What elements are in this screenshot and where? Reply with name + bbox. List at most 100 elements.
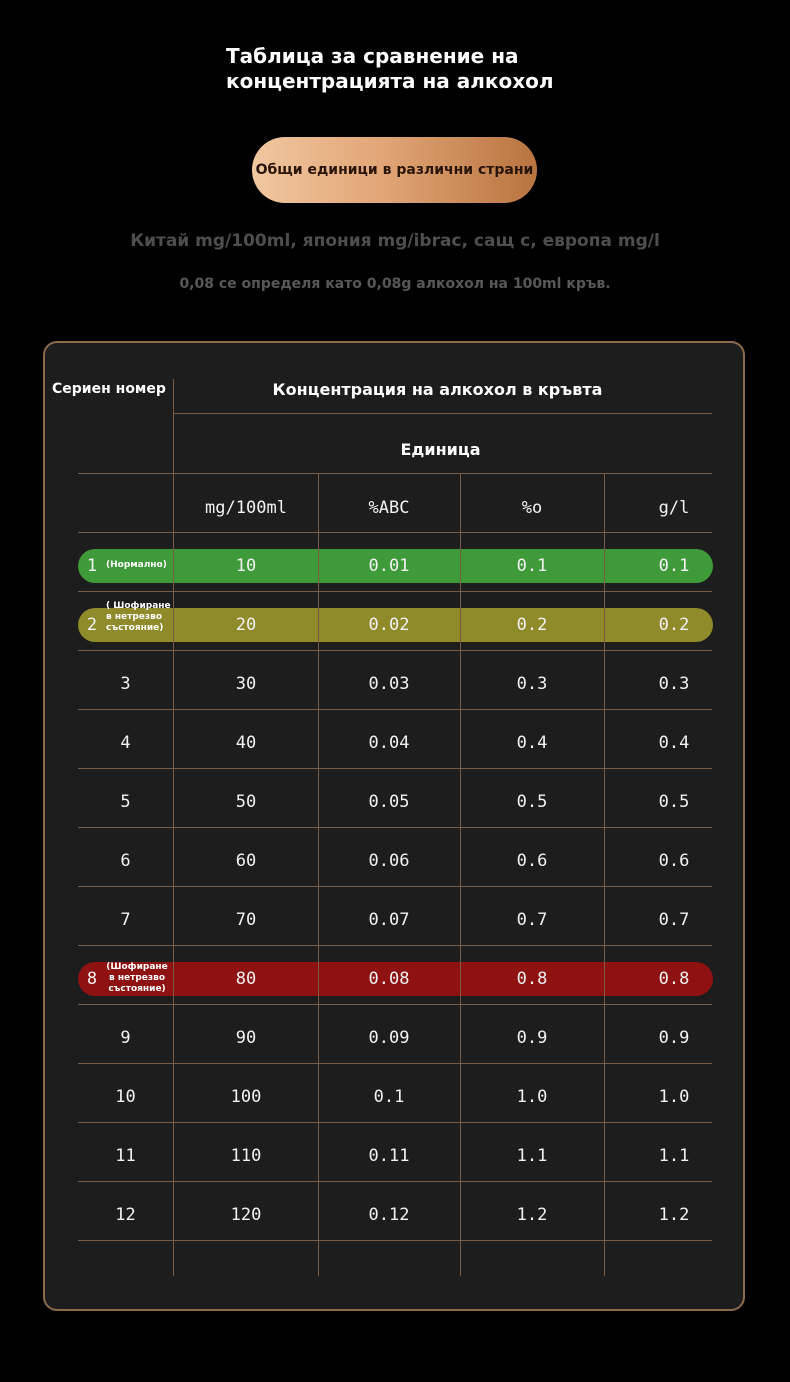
table-cell: 1.1 [516, 1146, 548, 1166]
row-status-note: (Шофиране в нетрезво състояние) [106, 962, 168, 994]
row-divider [78, 1004, 712, 1005]
table-cell: 100 [230, 1087, 262, 1107]
table-cell: 0.6 [658, 851, 690, 871]
table-cell: 80 [235, 969, 257, 989]
table-cell: 0.3 [658, 674, 690, 694]
column-header-permille: %o [521, 498, 543, 518]
serial-number-header: Сериен номер [52, 381, 166, 397]
table-cell: 0.7 [658, 910, 690, 930]
drunk-driving-limit-row-highlight [78, 962, 713, 996]
table-cell: 0.8 [658, 969, 690, 989]
table-cell: 0.03 [368, 674, 410, 694]
row-divider [78, 532, 712, 533]
row-divider [174, 413, 712, 414]
row-serial-number: 9 [120, 1028, 131, 1048]
row-divider [78, 591, 712, 592]
column-divider [460, 473, 461, 1276]
table-cell: 110 [230, 1146, 262, 1166]
table-cell: 0.7 [516, 910, 548, 930]
column-header-mg100ml: mg/100ml [205, 498, 287, 518]
column-divider [318, 473, 319, 1276]
table-cell: 60 [235, 851, 257, 871]
page-title: Таблица за сравнение на концентрацията н… [226, 44, 586, 94]
table-cell: 1.0 [658, 1087, 690, 1107]
units-by-country-text: Китай mg/100ml, япония mg/ibrac, сащ c, … [130, 231, 660, 251]
title-line-2: концентрацията на алкохол [226, 69, 554, 93]
column-header-gl: g/l [658, 498, 690, 518]
table-cell: 90 [235, 1028, 257, 1048]
row-divider [78, 1122, 712, 1123]
table-cell: 0.07 [368, 910, 410, 930]
table-cell: 0.6 [516, 851, 548, 871]
table-cell: 0.04 [368, 733, 410, 753]
column-divider [173, 379, 174, 1276]
table-cell: 0.9 [658, 1028, 690, 1048]
row-status-note: (Нормално) [106, 560, 167, 570]
row-serial-number: 12 [115, 1205, 136, 1225]
table-cell: 0.5 [516, 792, 548, 812]
row-divider [78, 1181, 712, 1182]
row-divider [78, 650, 712, 651]
table-cell: 1.1 [658, 1146, 690, 1166]
table-cell: 0.4 [658, 733, 690, 753]
table-cell: 10 [235, 556, 257, 576]
table-cell: 1.2 [658, 1205, 690, 1225]
table-cell: 0.8 [516, 969, 548, 989]
table-cell: 20 [235, 615, 257, 635]
table-cell: 0.4 [516, 733, 548, 753]
table-cell: 50 [235, 792, 257, 812]
table-cell: 70 [235, 910, 257, 930]
column-divider [604, 473, 605, 1276]
row-divider [78, 473, 712, 474]
row-divider [78, 945, 712, 946]
common-units-badge: Общи единици в различни страни [252, 137, 537, 203]
row-serial-number: 1 [86, 556, 98, 576]
table-cell: 0.02 [368, 615, 410, 635]
row-serial-number: 11 [115, 1146, 136, 1166]
table-cell: 0.06 [368, 851, 410, 871]
unit-header: Единица [400, 440, 481, 459]
column-header-abc: %ABC [368, 498, 410, 518]
table-cell: 0.1 [658, 556, 690, 576]
row-divider [78, 886, 712, 887]
common-units-label: Общи единици в различни страни [255, 162, 534, 178]
table-cell: 0.2 [516, 615, 548, 635]
comparison-table-card [43, 341, 745, 1311]
row-divider [78, 1240, 712, 1241]
table-cell: 0.1 [373, 1087, 405, 1107]
title-line-1: Таблица за сравнение на [226, 44, 519, 68]
table-cell: 0.1 [516, 556, 548, 576]
table-cell: 0.08 [368, 969, 410, 989]
table-cell: 0.05 [368, 792, 410, 812]
table-cell: 30 [235, 674, 257, 694]
normal-row-highlight [78, 549, 713, 583]
table-cell: 0.01 [368, 556, 410, 576]
row-serial-number: 8 [86, 969, 98, 989]
row-serial-number: 2 [86, 615, 98, 635]
table-cell: 0.9 [516, 1028, 548, 1048]
row-serial-number: 10 [115, 1087, 136, 1107]
drunk-driving-row-highlight [78, 608, 713, 642]
row-serial-number: 4 [120, 733, 131, 753]
table-cell: 0.11 [368, 1146, 410, 1166]
table-cell: 1.2 [516, 1205, 548, 1225]
table-cell: 120 [230, 1205, 262, 1225]
row-divider [78, 1063, 712, 1064]
concentration-header: Концентрация на алкохол в кръвта [272, 380, 603, 399]
table-cell: 0.12 [368, 1205, 410, 1225]
table-cell: 1.0 [516, 1087, 548, 1107]
table-cell: 0.2 [658, 615, 690, 635]
row-divider [78, 709, 712, 710]
row-divider [78, 768, 712, 769]
table-cell: 0.5 [658, 792, 690, 812]
row-serial-number: 6 [120, 851, 131, 871]
table-cell: 40 [235, 733, 257, 753]
row-serial-number: 5 [120, 792, 131, 812]
definition-text: 0,08 се определя като 0,08g алкохол на 1… [179, 276, 611, 292]
table-cell: 0.3 [516, 674, 548, 694]
row-status-note: ( Шофиране в нетрезво състояние) [106, 601, 171, 633]
row-serial-number: 3 [120, 674, 131, 694]
row-divider [78, 827, 712, 828]
row-serial-number: 7 [120, 910, 131, 930]
table-cell: 0.09 [368, 1028, 410, 1048]
